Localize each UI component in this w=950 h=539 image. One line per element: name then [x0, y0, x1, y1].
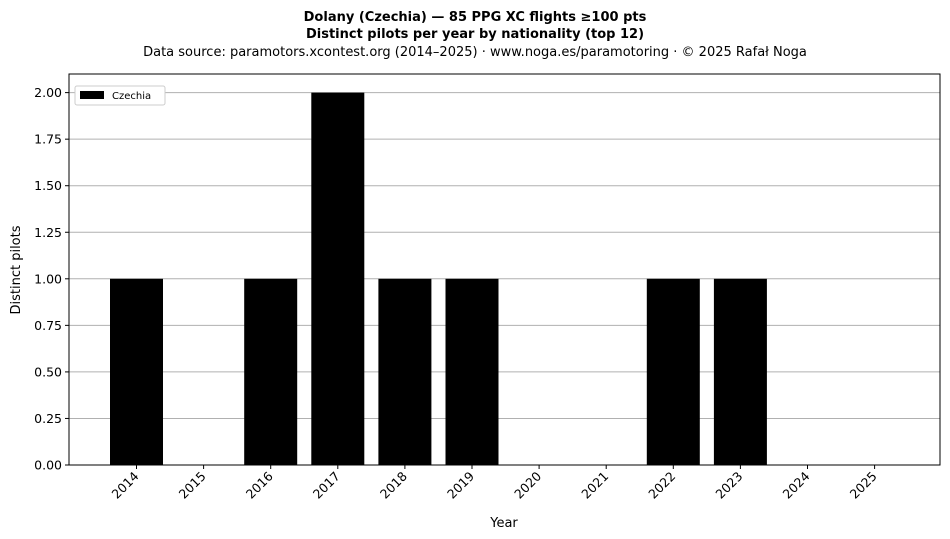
y-axis-label: Distinct pilots — [9, 225, 24, 314]
legend-label: Czechia — [112, 91, 151, 102]
y-tick-label: 1.25 — [34, 225, 62, 240]
y-tick-label: 1.00 — [34, 271, 62, 286]
x-tick-label: 2016 — [243, 468, 276, 501]
x-tick-label: 2014 — [109, 468, 142, 501]
x-axis-label: Year — [489, 516, 518, 531]
legend-box — [74, 85, 166, 106]
x-tick-label: 2024 — [780, 468, 813, 501]
y-tick-label: 0.25 — [34, 411, 62, 426]
y-tick-label: 0.50 — [34, 364, 62, 379]
y-tick-label: 1.50 — [34, 178, 62, 193]
y-tick-label: 1.75 — [34, 132, 62, 147]
y-tick-label: 0.00 — [34, 458, 62, 473]
chart-source: Data source: paramotors.xcontest.org (20… — [143, 45, 807, 60]
chart-subtitle: Distinct pilots per year by nationality … — [306, 27, 644, 42]
bar-2018 — [378, 278, 432, 465]
bars — [110, 92, 767, 465]
bar-2017 — [311, 92, 365, 465]
x-tick-label: 2019 — [444, 468, 477, 501]
x-tick-label: 2025 — [847, 469, 880, 502]
x-tick-label: 2015 — [176, 469, 209, 502]
bar-2016 — [244, 278, 298, 465]
x-tick-label: 2023 — [712, 469, 745, 502]
plot-frame — [68, 73, 941, 466]
chart-title: Dolany (Czechia) — 85 PPG XC flights ≥10… — [304, 10, 647, 25]
x-tick-label: 2017 — [310, 469, 343, 502]
x-tick-label: 2022 — [645, 469, 678, 502]
bar-2019 — [445, 278, 499, 465]
legend: Czechia — [74, 85, 166, 106]
legend-swatch — [80, 91, 104, 99]
bar-2022 — [646, 278, 700, 465]
x-axis-ticks: 2014 2015 2016 2017 2018 2019 2020 2021 2022 2023… — [109, 465, 880, 502]
x-tick-label: 2021 — [578, 469, 611, 502]
x-tick-label: 2020 — [511, 468, 544, 501]
y-axis-ticks: 0.00 0.25 0.50 0.75 1.00 1.25 1.50 1.75 2.00 — [34, 85, 69, 473]
y-tick-label: 0.75 — [34, 318, 62, 333]
bar-2023 — [713, 278, 767, 465]
grid-lines — [69, 92, 940, 419]
y-tick-label: 2.00 — [34, 85, 62, 100]
x-tick-label: 2018 — [377, 468, 410, 501]
bar-2014 — [110, 278, 163, 465]
